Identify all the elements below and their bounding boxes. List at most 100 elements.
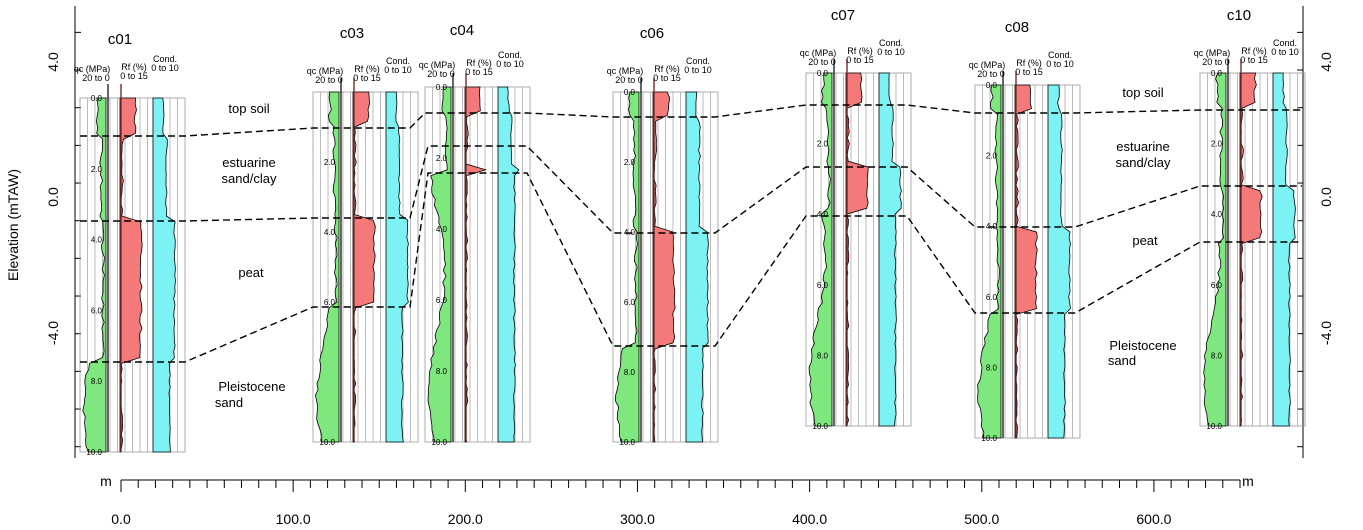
- depth-tick-label: 2.0: [324, 158, 336, 167]
- depth-tick-label: 4.0: [1211, 210, 1223, 219]
- qc-profile: [314, 91, 340, 443]
- distance-tick-label: 500.0: [964, 511, 999, 527]
- depth-tick-label: 2.0: [624, 158, 636, 167]
- left-tick-minus4: -4.0: [45, 321, 61, 345]
- depth-tick-label: 8.0: [986, 363, 998, 372]
- site-label: c06: [640, 25, 664, 42]
- cpt-c03: 2.04.06.010.0qc (MPa)20 to 0Rf (%)0 to 1…: [307, 25, 419, 447]
- cond-range: 0 to 10: [151, 63, 179, 73]
- rf-profile: [1239, 72, 1263, 427]
- distance-tick-label: 200.0: [448, 511, 483, 527]
- qc-profile: [808, 72, 833, 427]
- cond-header: Cond.: [153, 54, 177, 64]
- rf-header: Rf (%): [1241, 46, 1267, 56]
- right-tick-4: 4.0: [1318, 52, 1334, 72]
- distance-tick-label: 300.0: [620, 511, 655, 527]
- cond-header: Cond.: [386, 56, 410, 66]
- depth-tick-label: 10.0: [431, 438, 447, 447]
- rf-range: 0 to 15: [353, 73, 381, 83]
- rf-header: Rf (%): [466, 58, 492, 68]
- depth-tick-label: 2.0: [817, 140, 829, 149]
- site-label: c07: [831, 7, 855, 24]
- cond-profile: [685, 91, 709, 443]
- depth-tick-label: 4.0: [817, 210, 829, 219]
- depth-tick-label: 6.0: [624, 298, 636, 307]
- depth-tick-label: 10.0: [619, 438, 635, 447]
- site-label: c01: [108, 31, 132, 48]
- depth-tick-label: 4.0: [324, 228, 336, 237]
- qc-header: qc (MPa): [1194, 48, 1231, 58]
- depth-tick-label: 0.0: [91, 94, 103, 103]
- label-estuarine-1: estuarine: [222, 155, 275, 170]
- qc-header: qc (MPa): [419, 60, 456, 70]
- label-estuarine-right-2: sand/clay: [1116, 155, 1171, 170]
- stratigraphic-boundaries: [80, 104, 1302, 363]
- cpt-c08: 0.02.04.06.08.010.0qc (MPa)20 to 0Rf (%)…: [969, 19, 1081, 443]
- distance-axis: m m 0.0 100.0 200.0 300.0 400.0 500.0 600.0: [100, 473, 1254, 527]
- qc-range: 20 to 0: [1202, 57, 1230, 67]
- unit-labels: top soil estuarine sand/clay peat Pleist…: [215, 85, 1177, 410]
- distance-unit-left: m: [100, 473, 112, 489]
- cond-range: 0 to 10: [1271, 47, 1299, 57]
- site-label: c04: [450, 22, 474, 39]
- label-pleistocene-right-2: sand: [1108, 353, 1136, 368]
- site-label: c03: [340, 25, 364, 42]
- depth-tick-label: 8.0: [817, 351, 829, 360]
- cond-range: 0 to 10: [384, 65, 412, 75]
- label-peat-right: peat: [1132, 233, 1158, 248]
- qc-profile: [427, 86, 452, 443]
- cond-profile: [878, 72, 902, 427]
- depth-tick-label: 6.0: [91, 306, 103, 315]
- rf-header: Rf (%): [654, 64, 680, 74]
- depth-tick-label: 2.0: [91, 165, 103, 174]
- label-top-soil: top soil: [228, 101, 269, 116]
- left-elevation-axis: 4.0 0.0 -4.0 Elevation (mTAW): [5, 6, 81, 458]
- cond-range: 0 to 10: [1046, 59, 1074, 69]
- depth-tick-label: 4.0: [436, 225, 448, 234]
- label-estuarine-right-1: estuarine: [1116, 139, 1169, 154]
- cond-range: 0 to 10: [877, 47, 905, 57]
- depth-tick-label: 4.0: [91, 236, 103, 245]
- qc-header: qc (MPa): [307, 66, 344, 76]
- qc-profile: [615, 91, 640, 443]
- qc-header: qc (MPa): [800, 48, 837, 58]
- site-label: c08: [1005, 19, 1029, 36]
- qc-header: qc (MPa): [969, 60, 1006, 70]
- qc-range: 20 to 0: [315, 75, 343, 85]
- depth-tick-label: 0.0: [624, 88, 636, 97]
- qc-profile: [1203, 72, 1227, 427]
- rf-profile: [845, 72, 869, 427]
- cond-profile: [152, 97, 176, 453]
- rf-range: 0 to 15: [846, 55, 874, 65]
- depth-tick-label: 6.0: [817, 281, 829, 290]
- label-pleistocene-right-1: Pleistocene: [1109, 338, 1176, 353]
- qc-range: 20 to 0: [808, 57, 836, 67]
- depth-tick-label: 0.0: [817, 69, 829, 78]
- depth-tick-label: 0.0: [986, 81, 998, 90]
- depth-tick-label: 6.0: [1211, 281, 1223, 290]
- depth-tick-label: 8.0: [91, 377, 103, 386]
- distance-tick-label: 0.0: [111, 511, 131, 527]
- depth-tick-label: 8.0: [436, 367, 448, 376]
- cond-profile: [1047, 84, 1071, 439]
- site-label: c10: [1227, 7, 1251, 24]
- cpt-columns: 0.02.04.06.08.010.0qc (MPa)20 to 0Rf (%)…: [74, 7, 1306, 457]
- cpt-c10: 0.0 2.0 4.0 6.0 8.0 10.0 qc (MPa)20 to 0 Rf (%)…: [1194, 7, 1306, 431]
- qc-header: qc (MPa): [74, 64, 111, 74]
- depth-tick-label: 0.0: [1211, 69, 1223, 78]
- rf-profile: [464, 86, 487, 443]
- y-axis-label: Elevation (mTAW): [5, 169, 21, 281]
- depth-tick-label: 10.0: [1206, 422, 1222, 431]
- rf-range: 0 to 15: [120, 71, 148, 81]
- left-tick-4: 4.0: [45, 52, 61, 72]
- cpt-c06: 0.02.04.06.08.010.0qc (MPa)20 to 0Rf (%)…: [607, 25, 719, 447]
- cond-profile: [385, 91, 409, 443]
- rf-profile: [652, 91, 676, 443]
- rf-range: 0 to 15: [465, 67, 493, 77]
- cond-profile: [497, 86, 520, 443]
- rf-range: 0 to 15: [1240, 55, 1268, 65]
- cpt-c07: 0.0 2.0 4.0 6.0 8.0 10.0 qc (MPa)20 to 0 Rf (%)…: [800, 7, 912, 431]
- qc-header: qc (MPa): [607, 66, 644, 76]
- cond-header: Cond.: [686, 56, 710, 66]
- label-top-soil-right: top soil: [1122, 85, 1163, 100]
